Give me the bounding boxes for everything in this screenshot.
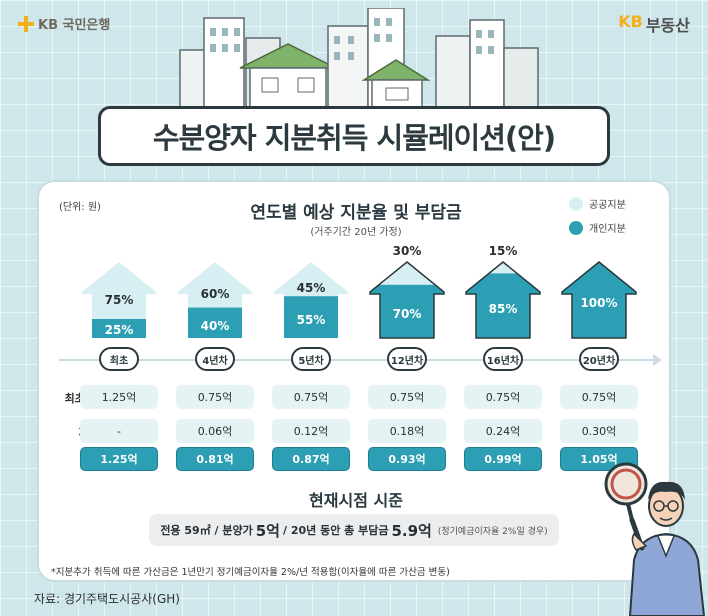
share-house: 45% 55% [272, 258, 350, 340]
house-private-share [178, 307, 252, 338]
table-cell: 1.25억 [80, 447, 158, 471]
legend-dot-public [569, 196, 583, 211]
legend-label-private: 개인지분 [589, 224, 626, 235]
kb-bank-logo-text: KB 국민은행 [38, 18, 111, 33]
panel-title: 연도별 예상 지분율 및 부담금 [250, 203, 462, 223]
house-shape [274, 262, 348, 338]
unit-label: (단위: 원) [59, 202, 101, 213]
summary-text-1: 전용 59㎡ / 분양가 [160, 524, 253, 537]
legend-item-public: 공공지분 [569, 196, 626, 211]
table-cell: 0.06억 [176, 419, 254, 443]
person-with-magnifier-illustration [604, 462, 706, 616]
share-house: 100% [560, 258, 638, 340]
private-share-label: 25% [104, 322, 134, 337]
legend: 공공지분 개인지분 [569, 196, 626, 244]
share-house: 15% 85% [464, 244, 542, 340]
year-marker: 5년차 [291, 347, 331, 371]
table-cell: 0.81억 [176, 447, 254, 471]
private-share-label: 85% [488, 301, 518, 316]
house-shape [369, 261, 445, 339]
summary-note: (정기예금이자율 2%일 경우) [437, 526, 548, 537]
house-outline [369, 261, 445, 339]
legend-dot-private [569, 220, 583, 235]
public-share-label: 45% [296, 281, 326, 296]
summary-total: 5.9억 [391, 521, 432, 540]
footnote: *지분추가 취득에 따른 가산금은 1년만기 정기예금이자율 2%/년 적용함(… [51, 567, 450, 578]
share-house: 75% 25% [80, 258, 158, 340]
kb-realestate-logo-name: 부동산 [645, 16, 690, 35]
private-share-label: 70% [392, 307, 422, 322]
table-cell: 0.75억 [464, 385, 542, 409]
current-basis-summary: 전용 59㎡ / 분양가 5억 / 20년 동안 총 부담금 5.9억 (정기예… [149, 514, 559, 546]
house-shape [82, 262, 156, 338]
timeline-arrow-icon [653, 354, 662, 366]
private-share-label: 100% [580, 296, 618, 310]
table-cell: 0.75억 [272, 385, 350, 409]
public-share-label: 15% [488, 244, 518, 258]
table-cell: 0.87억 [272, 447, 350, 471]
house-shape [465, 261, 541, 339]
house-private-share [82, 319, 156, 338]
house-private-share [370, 284, 444, 338]
house-shape [561, 261, 637, 339]
private-share-label: 40% [200, 318, 230, 333]
year-marker: 4년차 [195, 347, 235, 371]
table-cell: 0.18억 [368, 419, 446, 443]
house-shape [178, 262, 252, 338]
share-house: 60% 40% [176, 258, 254, 340]
table-cell: 0.30억 [560, 419, 638, 443]
summary-price: 5억 [255, 521, 280, 540]
table-cell: 1.25억 [80, 385, 158, 409]
page-title: 수분양자 지분취득 시뮬레이션(안) [98, 106, 610, 166]
year-marker: 12년차 [387, 347, 427, 371]
kb-star-icon [18, 15, 34, 32]
kb-bank-logo: KB 국민은행 [18, 14, 110, 33]
panel-subtitle: (거주기간 20년 가정) [310, 227, 402, 238]
table-cell: 0.93억 [368, 447, 446, 471]
kb-realestate-logo-kb: KB [618, 12, 643, 31]
source-credit: 자료: 경기주택도시공사(GH) [34, 592, 180, 606]
private-share-label: 55% [296, 313, 326, 328]
table-cell: 0.75억 [176, 385, 254, 409]
year-marker: 16년차 [483, 347, 523, 371]
legend-item-private: 개인지분 [569, 220, 626, 235]
summary-text-2: / 20년 동안 총 부담금 [282, 524, 389, 537]
house-outline [465, 261, 541, 339]
table-cell: 0.99억 [464, 447, 542, 471]
public-share-label: 75% [104, 292, 134, 307]
public-share-label: 30% [392, 244, 422, 258]
current-basis-title: 현재시점 시준 [309, 491, 403, 510]
city-buildings-illustration [179, 8, 539, 112]
table-cell: 0.24억 [464, 419, 542, 443]
house-outline [561, 261, 637, 339]
year-marker: 20년차 [579, 347, 619, 371]
table-cell: - [80, 419, 158, 443]
house-private-share [466, 273, 540, 338]
table-cell: 0.12억 [272, 419, 350, 443]
table-cell: 0.75억 [368, 385, 446, 409]
share-house: 30% 70% [368, 244, 446, 340]
simulation-panel: (단위: 원) 연도별 예상 지분율 및 부담금 (거주기간 20년 가정) 공… [37, 180, 671, 582]
kb-realestate-logo: KB 부동산 [618, 12, 690, 36]
table-cell: 0.75억 [560, 385, 638, 409]
year-marker: 최초 [99, 347, 139, 371]
legend-label-public: 공공지분 [589, 200, 626, 211]
house-private-share [274, 296, 348, 338]
timeline-line [59, 359, 661, 361]
public-share-label: 60% [200, 286, 230, 301]
